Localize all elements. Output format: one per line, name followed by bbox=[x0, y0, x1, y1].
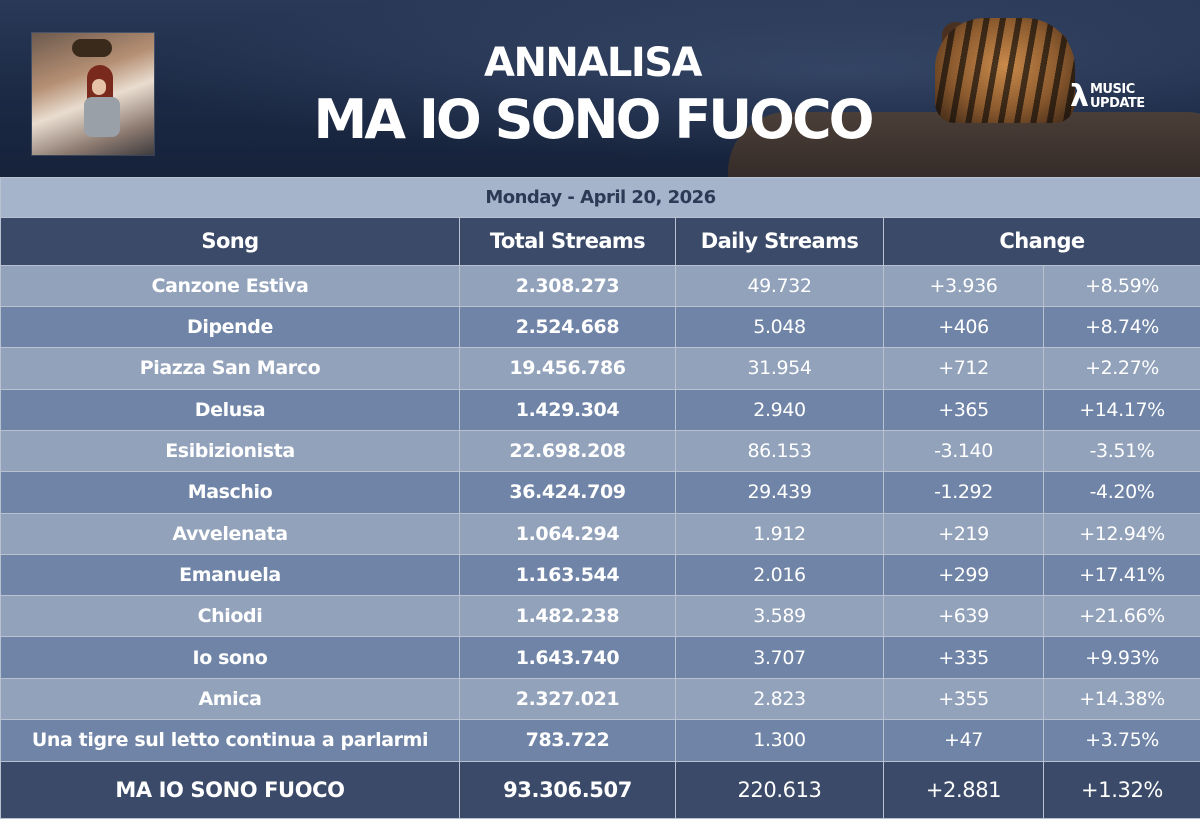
song-name: Una tigre sul letto continua a parlarmi bbox=[0, 719, 460, 762]
daily-streams: 2.823 bbox=[675, 677, 884, 721]
album-daily-streams: 220.613 bbox=[675, 760, 884, 819]
date-row: Monday - April 20, 2026 bbox=[0, 176, 1200, 219]
daily-change: -3.140 bbox=[883, 429, 1044, 473]
table-row: Amica 2.327.021 2.823 +355 +14.38% bbox=[0, 677, 1200, 721]
song-name: Chiodi bbox=[0, 595, 460, 638]
table-row: Esibizionista 22.698.208 86.153 -3.140 -3.51… bbox=[0, 429, 1200, 473]
change-percent: +14.38% bbox=[1042, 677, 1200, 721]
album-title: MA IO SONO FUOCO bbox=[313, 88, 875, 151]
total-streams: 1.163.544 bbox=[459, 553, 676, 597]
table-row: Delusa 1.429.304 2.940 +365 +14.17% bbox=[0, 388, 1200, 431]
daily-streams: 2.016 bbox=[675, 553, 884, 597]
total-streams: 2.524.668 bbox=[459, 305, 676, 349]
daily-change: +365 bbox=[883, 388, 1044, 431]
total-streams: 22.698.208 bbox=[459, 429, 676, 473]
header-row: Song Total Streams Daily Streams Change bbox=[0, 217, 1200, 266]
streams-table: Monday - April 20, 2026 Song Total Strea… bbox=[0, 176, 1200, 819]
logo-line-2: UPDATE bbox=[1090, 96, 1145, 111]
daily-change: +47 bbox=[883, 719, 1044, 762]
column-header-daily-streams: Daily Streams bbox=[675, 217, 884, 266]
daily-change: +299 bbox=[883, 553, 1044, 597]
daily-streams: 2.940 bbox=[675, 388, 884, 431]
table-row: Una tigre sul letto continua a parlarmi 7… bbox=[0, 719, 1200, 762]
change-percent: +2.27% bbox=[1042, 347, 1200, 390]
song-name: Dipende bbox=[0, 305, 460, 349]
change-percent: +8.74% bbox=[1042, 305, 1200, 349]
table-row: Emanuela 1.163.544 2.016 +299 +17.41% bbox=[0, 553, 1200, 597]
total-streams: 1.643.740 bbox=[459, 636, 676, 679]
song-name: Delusa bbox=[0, 388, 460, 431]
change-percent: +17.41% bbox=[1042, 553, 1200, 597]
lambda-icon: λ bbox=[1070, 79, 1089, 114]
daily-streams: 1.300 bbox=[675, 719, 884, 762]
daily-change: +639 bbox=[883, 595, 1044, 638]
cover-body-shape bbox=[84, 97, 120, 137]
song-name: Avvelenata bbox=[0, 512, 460, 555]
total-streams: 2.308.273 bbox=[459, 264, 676, 307]
album-total-streams: 93.306.507 bbox=[459, 760, 676, 819]
table-row: Canzone Estiva 2.308.273 49.732 +3.936 +8.59… bbox=[0, 264, 1200, 307]
album-cover-image bbox=[32, 33, 154, 155]
song-name: Amica bbox=[0, 677, 460, 721]
logo-line-1: MUSIC bbox=[1090, 82, 1135, 97]
daily-change: -1.292 bbox=[883, 471, 1044, 514]
change-percent: +9.93% bbox=[1042, 636, 1200, 679]
cover-face-shape bbox=[92, 79, 106, 95]
total-streams: 1.482.238 bbox=[459, 595, 676, 638]
daily-streams: 1.912 bbox=[675, 512, 884, 555]
daily-change: +335 bbox=[883, 636, 1044, 679]
change-percent: +3.75% bbox=[1042, 719, 1200, 762]
song-name: Piazza San Marco bbox=[0, 347, 460, 390]
album-change: +2.881 bbox=[883, 760, 1044, 819]
total-streams: 1.064.294 bbox=[459, 512, 676, 555]
daily-change: +712 bbox=[883, 347, 1044, 390]
table-row: Chiodi 1.482.238 3.589 +639 +21.66% bbox=[0, 595, 1200, 638]
total-streams: 19.456.786 bbox=[459, 347, 676, 390]
report-date: Monday - April 20, 2026 bbox=[0, 176, 1200, 219]
song-name: Io sono bbox=[0, 636, 460, 679]
daily-streams: 5.048 bbox=[675, 305, 884, 349]
song-name: Emanuela bbox=[0, 553, 460, 597]
song-name: Esibizionista bbox=[0, 429, 460, 473]
column-header-change: Change bbox=[882, 217, 1200, 266]
album-change-percent: +1.32% bbox=[1042, 760, 1200, 819]
column-header-song: Song bbox=[0, 217, 460, 266]
total-streams: 2.327.021 bbox=[459, 677, 676, 721]
daily-change: +355 bbox=[883, 677, 1044, 721]
daily-change: +3.936 bbox=[883, 264, 1044, 307]
change-percent: +12.94% bbox=[1042, 512, 1200, 555]
table-row: Io sono 1.643.740 3.707 +335 +9.93% bbox=[0, 636, 1200, 679]
column-header-total-streams: Total Streams bbox=[459, 217, 676, 266]
daily-streams: 86.153 bbox=[675, 429, 884, 473]
change-percent: -3.51% bbox=[1042, 429, 1200, 473]
artist-title: ANNALISA bbox=[483, 40, 703, 86]
header-banner: ANNALISA MA IO SONO FUOCO λ MUSIC UPDATE bbox=[0, 0, 1200, 177]
daily-change: +219 bbox=[883, 512, 1044, 555]
change-percent: +21.66% bbox=[1042, 595, 1200, 638]
total-streams: 36.424.709 bbox=[459, 471, 676, 514]
daily-change: +406 bbox=[883, 305, 1044, 349]
table-row: Maschio 36.424.709 29.439 -1.292 -4.20% bbox=[0, 471, 1200, 514]
song-name: Maschio bbox=[0, 471, 460, 514]
table-row: Piazza San Marco 19.456.786 31.954 +712 +2.2… bbox=[0, 347, 1200, 390]
total-streams: 783.722 bbox=[459, 719, 676, 762]
change-percent: +14.17% bbox=[1042, 388, 1200, 431]
total-streams: 1.429.304 bbox=[459, 388, 676, 431]
change-percent: -4.20% bbox=[1042, 471, 1200, 514]
change-percent: +8.59% bbox=[1042, 264, 1200, 307]
table-body: Canzone Estiva 2.308.273 49.732 +3.936 +8.59… bbox=[0, 264, 1200, 762]
cover-tiger-shape bbox=[72, 39, 112, 57]
table-row: Avvelenata 1.064.294 1.912 +219 +12.94% bbox=[0, 512, 1200, 555]
album-total-row: MA IO SONO FUOCO 93.306.507 220.613 +2.8… bbox=[0, 760, 1200, 819]
song-name: Canzone Estiva bbox=[0, 264, 460, 307]
table-row: Dipende 2.524.668 5.048 +406 +8.74% bbox=[0, 305, 1200, 349]
daily-streams: 3.589 bbox=[675, 595, 884, 638]
daily-streams: 31.954 bbox=[675, 347, 884, 390]
tiger-head-image bbox=[935, 18, 1075, 123]
daily-streams: 49.732 bbox=[675, 264, 884, 307]
album-total-name: MA IO SONO FUOCO bbox=[0, 760, 460, 819]
daily-streams: 29.439 bbox=[675, 471, 884, 514]
daily-streams: 3.707 bbox=[675, 636, 884, 679]
